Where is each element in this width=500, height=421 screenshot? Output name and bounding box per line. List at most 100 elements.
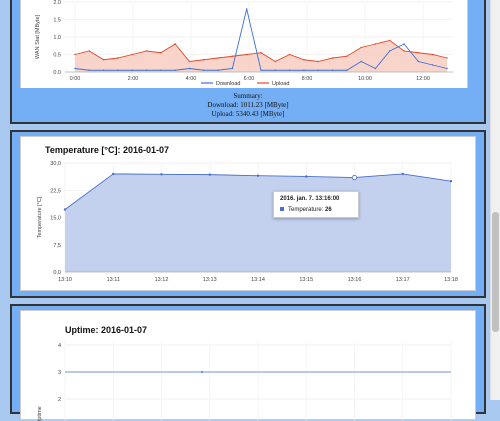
download-point: [260, 69, 262, 71]
upload-point: [102, 59, 105, 61]
upload-point: [217, 57, 219, 59]
upload-point: [389, 39, 391, 42]
upload-point: [417, 52, 420, 54]
x-tick-label: 13:17: [396, 277, 410, 283]
x-tick-label: 13:15: [299, 277, 313, 283]
upload-point: [74, 53, 76, 56]
download-point: [174, 69, 176, 71]
y-axis-label: WAN Stat [MByte]: [35, 14, 41, 59]
download-point: [131, 69, 133, 71]
download-point: [431, 64, 434, 66]
uptime-point: [201, 371, 203, 373]
x-tick-label: 13:10: [58, 277, 72, 283]
x-tick-label: 13:11: [107, 277, 120, 283]
tooltip-series: Temperature: [288, 207, 322, 213]
x-tick-label: 13:12: [155, 277, 169, 283]
y-tick-label: 0,0: [53, 270, 61, 276]
network-chart: 2.0 1.5 1.0 0.5 0.0 WAN Stat [MByte] 0:00 2:00 4…: [35, 0, 453, 87]
download-point: [245, 8, 248, 10]
uptime-title: Uptime: 2016-01-07: [65, 325, 148, 335]
download-point: [317, 69, 319, 71]
temperature-title: Temperature [°C]: 2016-01-07: [45, 145, 169, 155]
download-point: [389, 50, 391, 52]
y-tick-label: 1.0: [53, 35, 61, 41]
uptime-chart-card: Uptime: 2016-01-07 4 3 2 Uptime: [20, 310, 476, 421]
upload-point: [360, 46, 362, 49]
y-axis-label: Temperature [°C]: [37, 196, 43, 238]
tooltip-value: 26: [325, 207, 332, 213]
download-point: [217, 69, 219, 71]
y-tick-label: 1.5: [53, 18, 61, 24]
legend-download-label: Download: [216, 81, 240, 87]
uptime-chart: 4 3 2 Uptime: [37, 341, 452, 421]
upload-point: [188, 60, 191, 63]
tooltip-row: Temperature: 26: [280, 207, 352, 213]
download-point: [417, 60, 420, 63]
temperature-point: [305, 175, 308, 178]
download-point: [160, 69, 162, 71]
uptime-panel: Uptime: 2016-01-07 4 3 2 Uptime: [10, 304, 486, 421]
download-point: [274, 69, 277, 71]
download-point: [403, 43, 405, 45]
temperature-area: [65, 173, 451, 272]
y-tick-label: 0.0: [53, 70, 61, 76]
tooltip-title: 2016. jan. 7. 13:16:00: [280, 196, 340, 202]
y-tick-label: 7,5: [53, 243, 61, 249]
upload-point: [203, 59, 205, 61]
download-point: [231, 67, 234, 70]
upload-point: [274, 60, 277, 63]
upload-point: [131, 53, 133, 56]
network-panel: 2.0 1.5 1.0 0.5 0.0 WAN Stat [MByte] 0:00 2:00 4…: [10, 0, 486, 124]
network-summary: Summary: Download: 1011.23 [MByte] Uploa…: [12, 92, 484, 119]
upload-point: [346, 55, 348, 57]
download-point: [102, 69, 105, 71]
x-tick-label: 0:00: [70, 76, 81, 82]
summary-title: Summary:: [233, 92, 263, 100]
scrollbar-thumb[interactable]: [492, 212, 499, 332]
download-summary: Download: 1011.23 [MByte]: [207, 101, 289, 109]
network-chart-card: 2.0 1.5 1.0 0.5 0.0 WAN Stat [MByte] 0:00 2:00 4…: [20, 0, 468, 88]
upload-point: [245, 53, 248, 56]
download-point: [346, 69, 348, 71]
download-point: [288, 69, 291, 71]
x-tick-label: 13:13: [203, 277, 217, 283]
temperature-panel: Temperature [°C]: 2016-01-07 30,0 22,5 15,…: [10, 130, 486, 298]
page-scrollbar[interactable]: [490, 0, 500, 400]
x-tick-label: 13:16: [348, 277, 362, 283]
upload-point: [117, 57, 119, 59]
upload-point: [160, 52, 162, 54]
temperature-point: [401, 172, 404, 176]
download-point: [145, 69, 148, 71]
legend-upload-label: Upload: [272, 81, 289, 87]
upload-point: [431, 53, 434, 56]
temperature-point: [256, 174, 260, 177]
temperature-point: [112, 172, 115, 176]
upload-point: [145, 50, 148, 52]
temperature-point: [208, 173, 211, 176]
temperature-point: [160, 173, 163, 176]
tooltip-series-swatch: [280, 207, 284, 212]
x-tick-label: 13:18: [444, 277, 458, 283]
upload-point: [403, 50, 405, 52]
upload-point: [317, 60, 319, 63]
x-tick-label: 10:00: [358, 76, 372, 82]
download-point: [360, 60, 362, 63]
y-tick-label: 4: [58, 343, 61, 349]
upload-point: [174, 43, 176, 45]
upload-area: [75, 40, 447, 72]
y-axis-label: Uptime: [37, 406, 43, 421]
y-tick-label: 15,0: [50, 216, 61, 222]
x-tick-label: 6:00: [244, 76, 255, 82]
x-tick-label: 8:00: [302, 76, 313, 82]
upload-summary: Upload: 5340.43 [MByte]: [211, 110, 285, 118]
upload-point: [231, 55, 234, 57]
upload-point: [260, 52, 262, 54]
upload-point: [374, 43, 377, 45]
upload-point: [88, 50, 91, 52]
upload-point: [288, 53, 291, 56]
download-point: [446, 67, 448, 70]
temperature-hover-point: [351, 174, 358, 181]
x-tick-label: 13:14: [251, 277, 265, 283]
temperature-point: [449, 179, 453, 183]
download-point: [88, 69, 91, 71]
